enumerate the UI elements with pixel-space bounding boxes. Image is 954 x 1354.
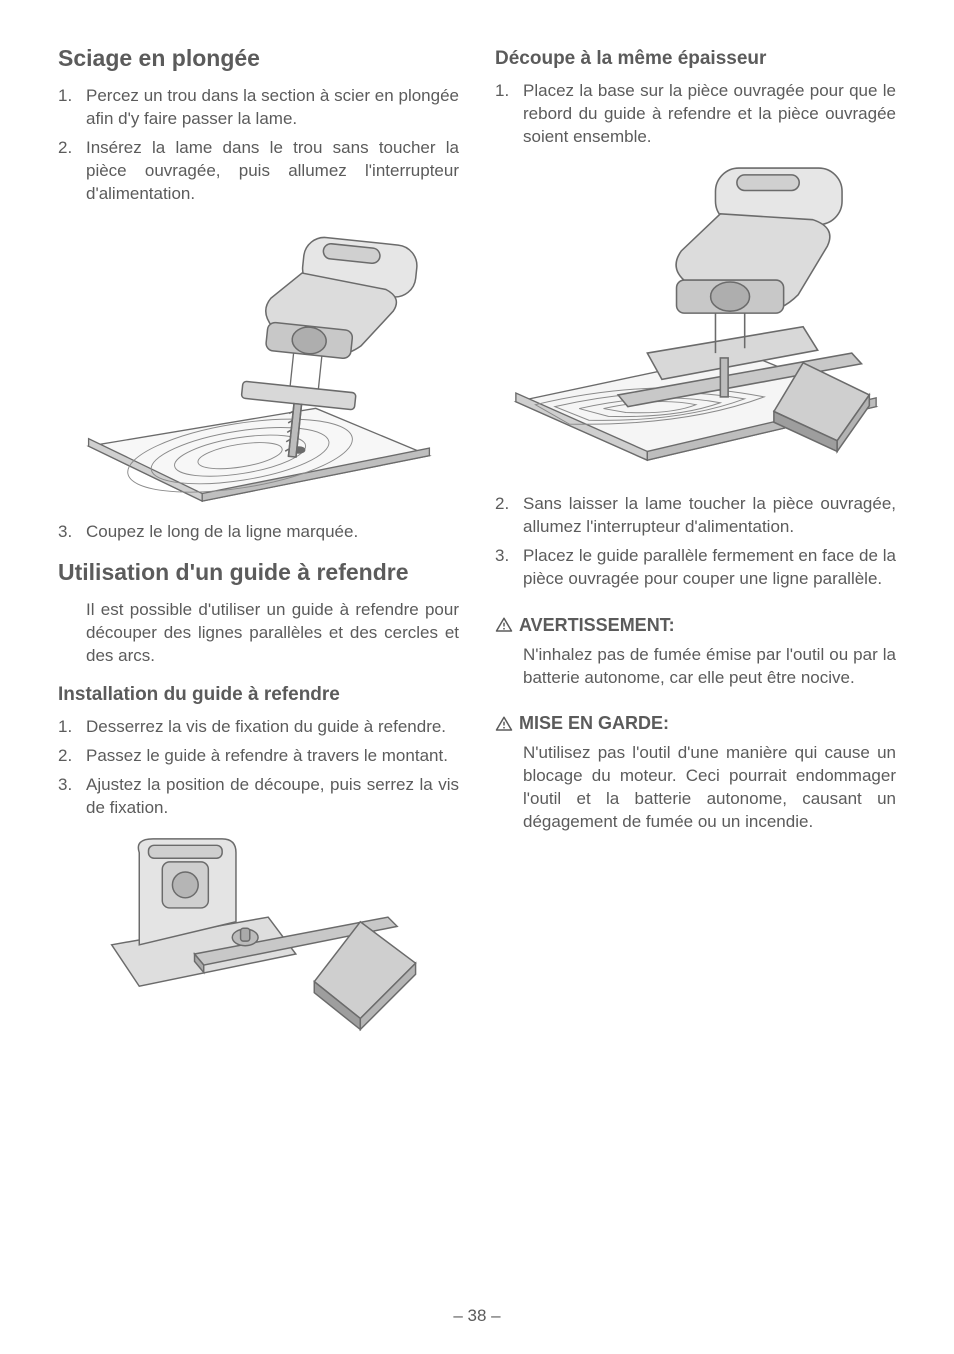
same-step-2: Sans laisser la lame toucher la pièce ou… (495, 493, 896, 539)
caution-body: N'utilisez pas l'outil d'une manière qui… (495, 742, 896, 834)
left-column: Sciage en plongée Percez un trou dans la… (58, 44, 459, 1092)
page-number: – 38 – (0, 1306, 954, 1326)
heading-install-guide: Installation du guide à refendre (58, 684, 459, 706)
caution-block: MISE EN GARDE: N'utilisez pas l'outil d'… (495, 713, 896, 834)
rip-guide-intro: Il est possible d'utiliser un guide à re… (58, 599, 459, 668)
warning-icon (495, 715, 513, 733)
install-step-3: Ajustez la position de découpe, puis ser… (58, 774, 459, 820)
warning-body: N'inhalez pas de fumée émise par l'outil… (495, 644, 896, 690)
heading-same-thickness: Découpe à la même épaisseur (495, 48, 896, 70)
install-step-2: Passez le guide à refendre à travers le … (58, 745, 459, 768)
right-column: Découpe à la même épaisseur Placez la ba… (495, 44, 896, 1092)
install-steps: Desserrez la vis de fixation du guide à … (58, 716, 459, 820)
figure-install-guide (58, 834, 459, 1074)
plunge-step-1: Percez un trou dans la section à scier e… (58, 85, 459, 131)
figure-plunge-cut (58, 219, 459, 503)
warning-block: AVERTISSEMENT: N'inhalez pas de fumée ém… (495, 615, 896, 690)
plunge-steps-3: Coupez le long de la ligne marquée. (58, 521, 459, 544)
plunge-step-2: Insérez la lame dans le trou sans touche… (58, 137, 459, 206)
heading-plunge-cut: Sciage en plongée (58, 44, 459, 73)
same-step-3: Placez le guide parallèle fermement en f… (495, 545, 896, 591)
same-step-1: Placez la base sur la pièce ouvragée pou… (495, 80, 896, 149)
caution-heading: MISE EN GARDE: (495, 713, 896, 734)
figure-same-thickness (495, 163, 896, 475)
warning-heading: AVERTISSEMENT: (495, 615, 896, 636)
plunge-step-3: Coupez le long de la ligne marquée. (58, 521, 459, 544)
same-steps-a: Placez la base sur la pièce ouvragée pou… (495, 80, 896, 149)
warning-title: AVERTISSEMENT: (519, 615, 675, 636)
plunge-steps-1-2: Percez un trou dans la section à scier e… (58, 85, 459, 206)
caution-title: MISE EN GARDE: (519, 713, 669, 734)
warning-icon (495, 616, 513, 634)
install-step-1: Desserrez la vis de fixation du guide à … (58, 716, 459, 739)
same-steps-b: Sans laisser la lame toucher la pièce ou… (495, 493, 896, 591)
heading-rip-guide: Utilisation d'un guide à refendre (58, 558, 459, 587)
